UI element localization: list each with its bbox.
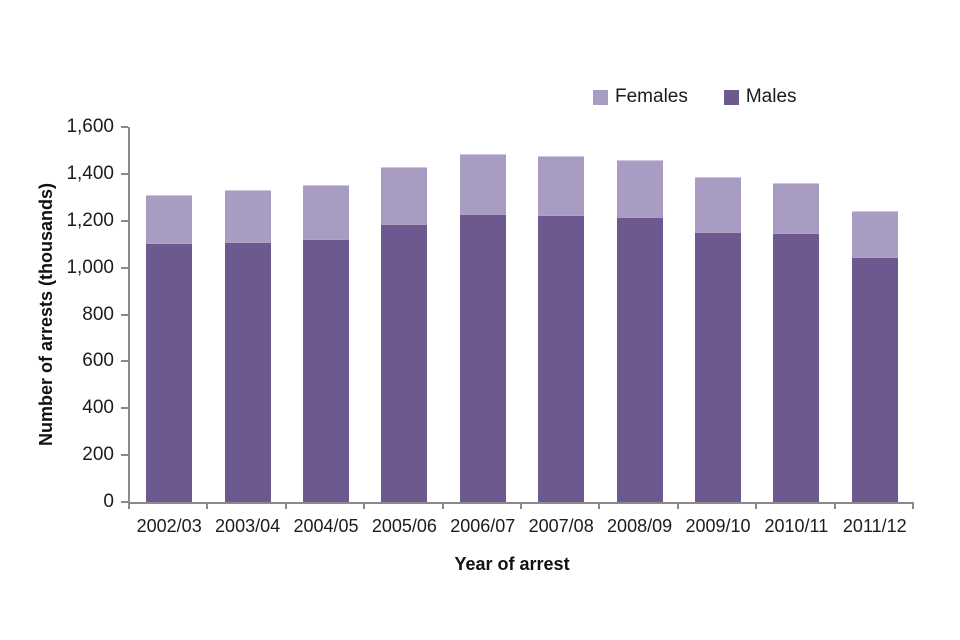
y-axis-tick [121,501,128,503]
y-axis-tick-label: 1,400 [66,162,114,184]
y-axis-tick [121,172,128,175]
y-axis-tick [121,313,128,316]
bar-segment-females-2009-10 [695,177,741,232]
bar-segment-males-2005-06 [381,224,428,502]
legend-item-males: Males [723,86,797,108]
bar-segment-females-2002-03 [146,194,193,244]
y-axis-tick [121,360,128,363]
x-axis-tick [284,504,287,509]
y-axis-tick-label: 400 [82,397,114,419]
legend-item-females: Females [593,86,688,108]
x-axis-tick [912,504,914,509]
bar-segment-females-2010-11 [773,183,820,234]
bar-segment-males-2008-09 [616,217,663,502]
y-axis-tick-label: 600 [82,350,114,372]
x-axis-tick-label: 2009/10 [685,516,751,536]
x-axis-tick-label: 2006/07 [450,516,516,536]
y-axis-tick [121,407,128,410]
x-axis-tick [598,504,601,509]
x-axis-tick-label: 2003/04 [215,516,281,536]
x-axis-line [128,502,914,504]
y-axis-tick-label: 1,200 [66,209,114,231]
y-axis-tick-label: 800 [82,303,114,325]
bar-segment-males-2010-11 [773,233,820,502]
x-axis-tick [520,504,522,509]
bar-segment-males-2007-08 [538,214,585,502]
chart-legend: Females Males [593,86,797,108]
x-axis-tick-label: 2002/03 [136,516,202,536]
legend-swatch-males [723,89,739,105]
bar-segment-males-2003-04 [224,241,271,502]
y-axis-line [128,127,130,504]
x-axis-tick [363,504,366,509]
bar-segment-males-2002-03 [146,243,193,502]
bar-segment-females-2008-09 [616,159,663,218]
y-axis-tick [121,266,128,269]
bar-segment-males-2004-05 [303,239,349,502]
y-axis-tick [121,126,128,128]
bar-segment-females-2011-12 [851,211,898,257]
bar-segment-females-2005-06 [381,167,428,225]
x-axis-tick-label: 2010/11 [764,516,829,536]
bar-segment-males-2009-10 [695,232,741,502]
y-axis-tick-label: 0 [103,491,114,512]
y-axis-tick-label: 1,600 [66,116,114,137]
bar-segment-males-2011-12 [851,256,898,502]
x-axis-tick [206,504,209,509]
bar-segment-females-2007-08 [538,155,585,215]
y-axis-tick [121,219,128,222]
legend-label-males: Males [745,86,797,107]
x-axis-title: Year of arrest [454,554,570,574]
x-axis-tick [676,504,679,509]
x-axis-tick [755,504,758,509]
legend-swatch-females [593,89,608,105]
bar-segment-males-2006-07 [459,213,506,502]
y-axis-tick-label: 200 [82,444,114,466]
x-axis-tick-label: 2008/09 [607,516,673,536]
x-axis-tick-label: 2007/08 [528,516,594,536]
bar-segment-females-2004-05 [303,184,349,240]
y-axis-tick-label: 1,000 [66,256,114,278]
y-axis-tick [121,454,128,457]
bar-segment-females-2006-07 [459,153,506,214]
x-axis-tick [128,504,130,509]
legend-label-females: Females [615,86,688,107]
x-axis-tick-label: 2011/12 [842,516,907,536]
x-axis-tick-label: 2004/05 [293,516,359,536]
x-axis-tick-label: 2005/06 [371,516,437,536]
x-axis-tick [441,504,444,509]
x-axis-tick [833,504,836,509]
bar-segment-females-2003-04 [224,190,271,242]
